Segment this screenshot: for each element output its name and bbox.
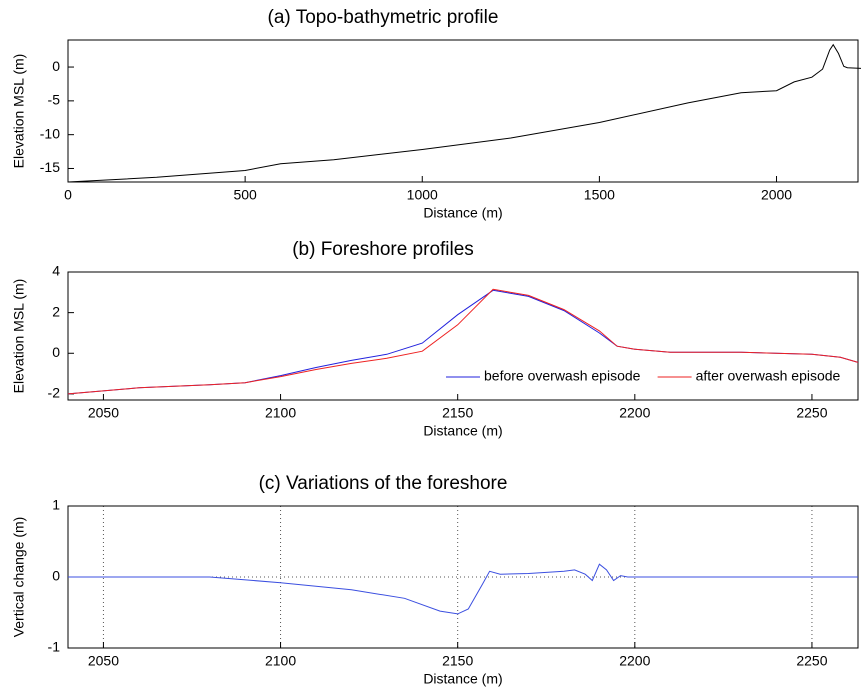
data-line (68, 563, 858, 615)
panel-title: (c) Variations of the foreshore (259, 473, 508, 494)
x-tick-label: 2050 (88, 653, 119, 669)
y-tick-label: -2 (48, 385, 61, 401)
y-tick-label: 4 (52, 263, 60, 279)
y-tick-label: 1 (52, 497, 60, 513)
x-tick-label: 2150 (442, 653, 473, 669)
x-tick-label: 1000 (407, 187, 438, 203)
y-tick-label: -10 (40, 125, 60, 141)
panel-title: (b) Foreshore profiles (292, 239, 474, 260)
x-tick-label: 1500 (584, 187, 615, 203)
y-axis-label: Elevation MSL (m) (11, 279, 27, 394)
y-tick-label: -15 (40, 159, 60, 175)
x-tick-label: 2200 (619, 653, 650, 669)
legend-box (437, 365, 857, 389)
x-tick-label: 0 (64, 187, 72, 203)
y-tick-label: 2 (52, 303, 60, 319)
y-tick-label: 0 (52, 344, 60, 360)
y-tick-label: 0 (52, 568, 60, 584)
x-tick-label: 2200 (619, 405, 650, 421)
x-tick-label: 2100 (265, 653, 296, 669)
legend-label: after overwash episode (696, 368, 841, 384)
axes-frame (67, 39, 859, 183)
x-tick-label: 500 (233, 187, 257, 203)
panel-title: (a) Topo-bathymetric profile (268, 7, 499, 28)
x-axis-label: Distance (m) (423, 205, 502, 221)
x-tick-label: 2150 (442, 405, 473, 421)
x-tick-label: 2000 (761, 187, 792, 203)
data-line (67, 288, 859, 395)
x-tick-label: 2250 (796, 653, 827, 669)
y-tick-label: 0 (52, 58, 60, 74)
y-axis-label: Vertical change (m) (11, 517, 27, 638)
x-tick-label: 2250 (796, 405, 827, 421)
y-tick-label: -1 (48, 639, 61, 655)
legend: before overwash episode after overwash ep… (437, 365, 857, 389)
x-tick-label: 2050 (88, 405, 119, 421)
axes-frame (67, 271, 859, 401)
x-axis-label: Distance (m) (423, 671, 502, 687)
x-tick-label: 2100 (265, 405, 296, 421)
y-axis-label: Elevation MSL (m) (11, 54, 27, 169)
y-tick-label: -5 (48, 92, 61, 108)
legend-label: before overwash episode (484, 368, 641, 384)
x-axis-label: Distance (m) (423, 423, 502, 439)
data-line (67, 43, 861, 183)
